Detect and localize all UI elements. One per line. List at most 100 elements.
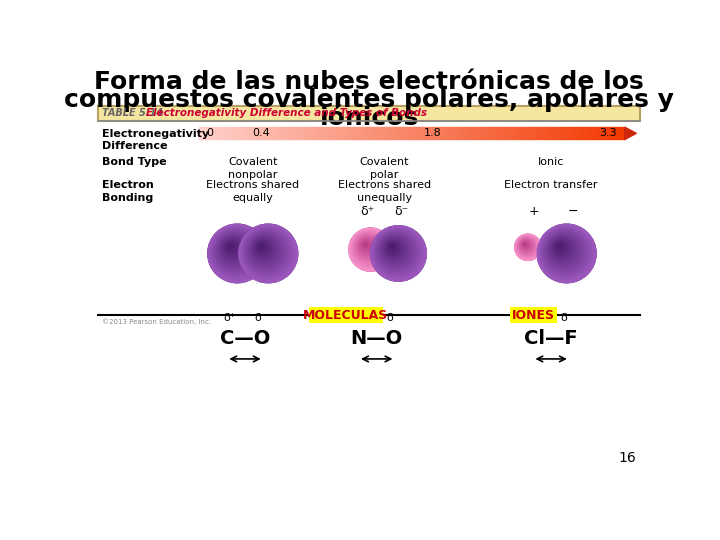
Text: +: + — [528, 205, 539, 218]
Circle shape — [539, 225, 594, 281]
Bar — [343, 127, 346, 139]
Text: C—O: C—O — [220, 329, 270, 348]
Bar — [612, 127, 614, 139]
Bar — [508, 127, 510, 139]
Text: 0: 0 — [207, 129, 214, 138]
Bar — [379, 127, 382, 139]
Bar — [328, 127, 330, 139]
Circle shape — [374, 230, 419, 274]
Circle shape — [239, 224, 297, 283]
Text: 16: 16 — [618, 451, 636, 465]
Bar — [314, 127, 315, 139]
Circle shape — [385, 240, 402, 257]
Circle shape — [359, 239, 374, 254]
Bar — [241, 127, 243, 139]
Circle shape — [217, 233, 252, 268]
Circle shape — [208, 224, 266, 283]
Bar — [365, 127, 367, 139]
Circle shape — [521, 240, 531, 251]
Bar — [220, 127, 222, 139]
Circle shape — [350, 229, 391, 270]
Bar — [623, 127, 625, 139]
Bar — [375, 127, 377, 139]
Circle shape — [382, 237, 408, 262]
Circle shape — [388, 244, 397, 252]
Bar — [426, 127, 428, 139]
Bar — [435, 127, 437, 139]
Circle shape — [256, 242, 269, 253]
Bar — [414, 127, 416, 139]
Bar — [510, 127, 512, 139]
Text: IONES: IONES — [512, 308, 555, 321]
Bar — [333, 127, 335, 139]
Bar — [310, 127, 312, 139]
Bar — [309, 307, 383, 323]
Bar — [621, 127, 623, 139]
Bar — [346, 127, 348, 139]
Bar — [521, 127, 523, 139]
Bar — [254, 127, 256, 139]
Bar — [348, 127, 350, 139]
Circle shape — [552, 239, 572, 259]
Bar — [339, 127, 341, 139]
Bar — [252, 127, 254, 139]
Bar — [305, 127, 307, 139]
Circle shape — [379, 234, 413, 267]
Bar — [537, 127, 539, 139]
Circle shape — [384, 239, 404, 259]
Text: δ⁺: δ⁺ — [355, 313, 368, 323]
Bar — [557, 127, 559, 139]
Bar — [486, 127, 488, 139]
Text: Covalent
nonpolar: Covalent nonpolar — [228, 157, 277, 180]
Circle shape — [349, 228, 392, 271]
Circle shape — [246, 231, 287, 272]
Bar — [371, 127, 373, 139]
Bar — [201, 127, 203, 139]
Circle shape — [380, 235, 410, 266]
Bar — [480, 127, 482, 139]
Bar — [456, 127, 459, 139]
Circle shape — [222, 239, 243, 259]
Bar — [233, 127, 235, 139]
Bar — [563, 127, 565, 139]
Bar — [228, 127, 230, 139]
Bar — [420, 127, 423, 139]
Circle shape — [361, 240, 372, 251]
Bar — [211, 127, 213, 139]
Text: TABLE 5.14: TABLE 5.14 — [102, 109, 163, 118]
Text: ©2013 Pearson Education, Inc.: ©2013 Pearson Education, Inc. — [102, 318, 211, 325]
Bar — [239, 127, 241, 139]
Bar — [416, 127, 418, 139]
Circle shape — [246, 232, 285, 270]
Bar — [401, 127, 403, 139]
Circle shape — [240, 225, 296, 281]
Circle shape — [390, 245, 395, 250]
Bar — [222, 127, 224, 139]
Bar — [288, 127, 290, 139]
Bar — [606, 127, 608, 139]
Circle shape — [516, 235, 539, 258]
Bar — [516, 127, 518, 139]
Circle shape — [371, 226, 426, 281]
Circle shape — [364, 244, 366, 246]
Circle shape — [212, 228, 259, 275]
Circle shape — [258, 244, 264, 250]
Bar — [399, 127, 401, 139]
Bar — [199, 127, 201, 139]
Circle shape — [541, 227, 590, 277]
Circle shape — [242, 227, 292, 277]
Bar — [261, 127, 262, 139]
Circle shape — [516, 235, 539, 259]
Circle shape — [254, 240, 272, 257]
Bar — [424, 127, 426, 139]
Bar — [284, 127, 286, 139]
Bar — [352, 127, 354, 139]
Circle shape — [354, 233, 384, 263]
Bar — [359, 127, 361, 139]
Circle shape — [378, 233, 414, 269]
Text: Bond Type: Bond Type — [102, 157, 166, 167]
Circle shape — [363, 242, 369, 248]
Circle shape — [518, 237, 536, 255]
Bar — [237, 127, 239, 139]
Circle shape — [213, 230, 258, 274]
